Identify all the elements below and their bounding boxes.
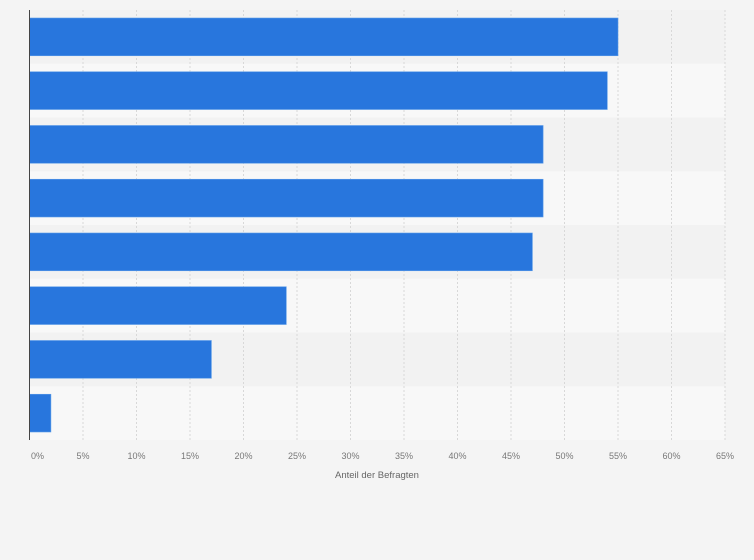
x-tick-label: 65%	[716, 451, 734, 461]
x-tick-label: 10%	[127, 451, 145, 461]
x-tick-label: 30%	[341, 451, 359, 461]
x-tick-label: 15%	[181, 451, 199, 461]
bar[interactable]	[29, 17, 619, 57]
x-tick-label: 60%	[662, 451, 680, 461]
x-tick-label: 50%	[555, 451, 573, 461]
bar[interactable]	[29, 393, 52, 433]
bar[interactable]	[29, 340, 212, 379]
x-tick-label: 35%	[395, 451, 413, 461]
bar[interactable]	[29, 71, 608, 110]
x-tick-label: 45%	[502, 451, 520, 461]
x-tick-label: 40%	[448, 451, 466, 461]
x-tick-label: 0%	[31, 451, 44, 461]
x-tick-label: 20%	[234, 451, 252, 461]
x-tick-label: 5%	[76, 451, 89, 461]
bar[interactable]	[29, 286, 287, 325]
bar[interactable]	[29, 232, 533, 272]
row-band	[29, 386, 725, 440]
x-tick-label: 25%	[288, 451, 306, 461]
x-tick-label: 55%	[609, 451, 627, 461]
bar[interactable]	[29, 178, 544, 218]
x-axis-label: Anteil der Befragten	[335, 470, 419, 481]
bar[interactable]	[29, 125, 544, 164]
